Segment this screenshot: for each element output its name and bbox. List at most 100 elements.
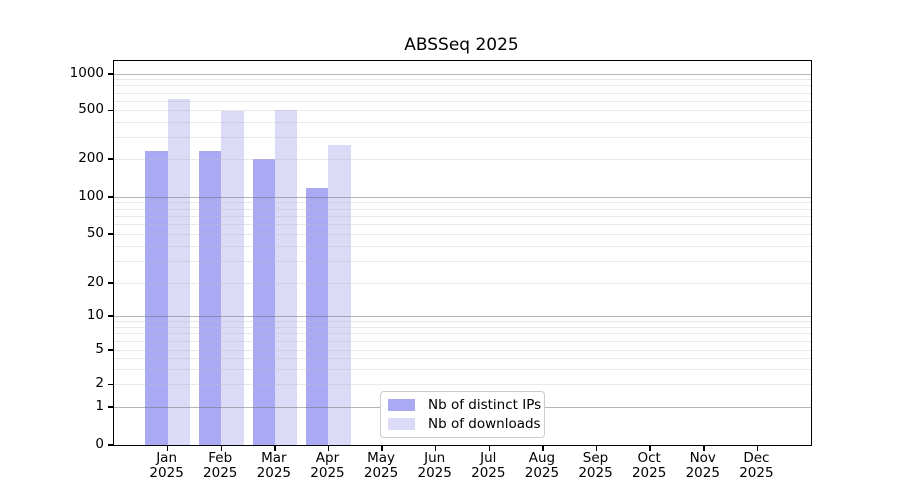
minor-gridline <box>114 321 811 323</box>
plot-area <box>108 60 812 451</box>
y-tick-mark <box>108 349 113 351</box>
minor-gridline <box>114 341 811 343</box>
major-gridline <box>114 73 811 75</box>
y-tick-label: 1000 <box>69 64 104 81</box>
x-tick-mark <box>220 446 223 451</box>
minor-gridline <box>114 358 811 360</box>
x-tick-label: Apr 2025 <box>295 451 359 481</box>
minor-gridline <box>114 122 811 124</box>
minor-gridline <box>114 100 811 102</box>
x-tick-label: Oct 2025 <box>617 451 681 481</box>
y-tick-mark <box>108 196 113 198</box>
major-gridline <box>114 316 811 317</box>
minor-gridline <box>114 333 811 335</box>
y-tick-label: 0 <box>95 436 104 452</box>
x-tick-label: Jan 2025 <box>135 451 199 481</box>
y-tick-label: 5 <box>95 341 104 357</box>
x-tick-month: Dec <box>743 450 770 466</box>
x-tick-mark <box>434 446 437 451</box>
x-tick-year: 2025 <box>578 465 613 481</box>
y-tick-mark <box>108 73 113 75</box>
legend-label-downloads: Nb of downloads <box>428 415 541 432</box>
y-tick-label: 100 <box>78 187 104 204</box>
x-tick-mark <box>703 446 705 451</box>
minor-gridline <box>114 223 811 225</box>
y-tick-mark <box>108 383 113 386</box>
chart-title: ABSSeq 2025 <box>404 35 519 55</box>
minor-gridline <box>114 245 811 247</box>
minor-gridline <box>114 350 811 351</box>
y-tick-label: 1 <box>95 398 104 414</box>
minor-gridline <box>114 137 811 139</box>
x-tick-month: Mar <box>261 450 287 466</box>
x-tick-mark <box>542 446 544 451</box>
minor-gridline <box>114 92 811 94</box>
x-tick-label: Sep 2025 <box>564 451 628 481</box>
y-tick-label: 500 <box>78 101 104 118</box>
minor-gridline <box>114 85 811 87</box>
bar-distinct-ips-mar <box>252 158 275 445</box>
bar-downloads-apr <box>328 144 351 445</box>
y-tick-mark <box>108 406 113 408</box>
x-tick-year: 2025 <box>631 465 667 481</box>
legend-item-downloads: Nb of downloads <box>388 415 544 432</box>
distinct-ips-swatch-icon <box>388 399 415 411</box>
x-tick-mark <box>274 446 276 451</box>
x-tick-label: Aug 2025 <box>510 451 574 481</box>
minor-gridline <box>114 326 811 328</box>
x-tick-year: 2025 <box>203 465 238 481</box>
x-tick-month: Jun <box>424 450 446 466</box>
x-tick-label: Dec 2025 <box>724 451 788 481</box>
minor-gridline <box>114 158 811 160</box>
minor-gridline <box>114 233 811 235</box>
x-tick-label: Nov 2025 <box>671 451 735 481</box>
x-tick-mark <box>756 446 759 451</box>
x-tick-mark <box>649 446 651 451</box>
y-tick-label: 10 <box>86 307 104 323</box>
x-tick-label: May 2025 <box>349 451 413 481</box>
x-tick-year: 2025 <box>524 465 560 481</box>
bar-downloads-feb <box>221 110 244 445</box>
y-tick-label: 20 <box>86 273 104 290</box>
downloads-swatch-icon <box>388 418 415 430</box>
x-tick-label: Jun 2025 <box>403 451 467 481</box>
minor-gridline <box>114 369 811 371</box>
y-tick-mark <box>108 233 113 235</box>
x-tick-label: Jul 2025 <box>456 451 520 481</box>
x-tick-month: Feb <box>208 450 233 466</box>
y-tick-mark <box>108 444 113 446</box>
major-gridline <box>114 196 811 198</box>
minor-gridline <box>114 384 811 386</box>
bar-distinct-ips-jan <box>145 151 168 445</box>
x-tick-month: Nov <box>689 450 716 466</box>
x-tick-month: Sep <box>582 450 609 466</box>
y-tick-mark <box>108 282 113 284</box>
y-tick-label: 2 <box>95 375 104 392</box>
minor-gridline <box>114 215 811 217</box>
y-tick-mark <box>108 109 113 112</box>
x-tick-mark <box>327 446 330 451</box>
bar-downloads-jan <box>167 99 190 445</box>
x-tick-month: Jan <box>156 450 178 466</box>
x-tick-year: 2025 <box>310 465 345 481</box>
y-tick-label: 200 <box>78 149 104 166</box>
minor-gridline <box>114 202 811 204</box>
bar-downloads-mar <box>274 110 298 445</box>
minor-gridline <box>114 261 811 263</box>
x-tick-month: Aug <box>528 450 556 466</box>
x-tick-year: 2025 <box>149 465 184 481</box>
x-tick-year: 2025 <box>417 465 452 481</box>
x-tick-year: 2025 <box>685 465 720 481</box>
x-tick-year: 2025 <box>256 465 292 481</box>
minor-gridline <box>114 79 811 81</box>
x-tick-mark <box>488 446 491 451</box>
bar-distinct-ips-feb <box>198 151 222 445</box>
x-tick-month: Jul <box>480 450 497 466</box>
x-tick-mark <box>595 446 598 451</box>
x-tick-year: 2025 <box>471 465 506 481</box>
x-tick-year: 2025 <box>739 465 774 481</box>
minor-gridline <box>114 110 811 112</box>
x-tick-month: Apr <box>315 450 340 466</box>
x-tick-year: 2025 <box>363 465 399 481</box>
